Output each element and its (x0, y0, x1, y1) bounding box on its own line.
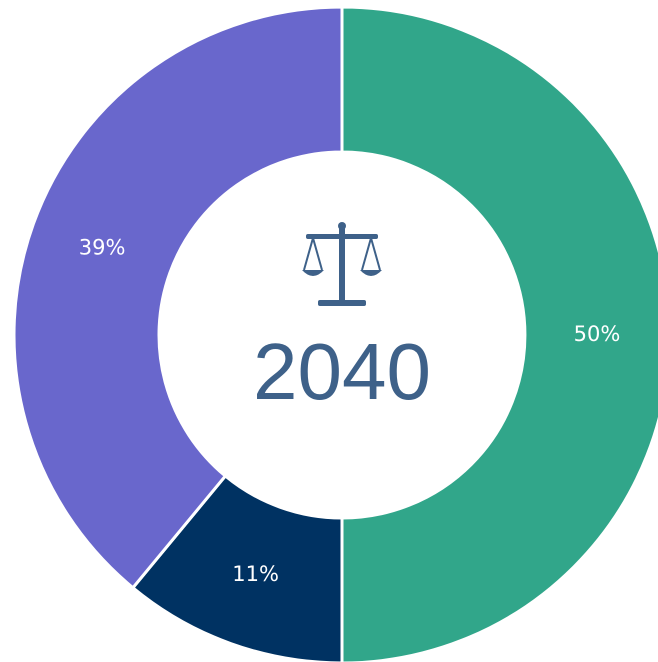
center-label: 2040 (253, 327, 431, 416)
scale-icon (302, 222, 382, 306)
value-label: 39% (79, 236, 126, 260)
value-label: 11% (232, 562, 279, 586)
value-label: 50% (574, 322, 621, 346)
slice (340, 5, 658, 662)
slices (12, 5, 658, 662)
slice (12, 5, 344, 590)
